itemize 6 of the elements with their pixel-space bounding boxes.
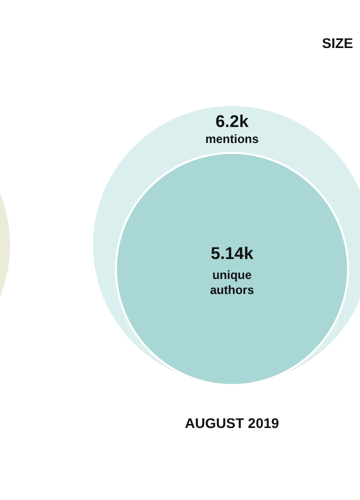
category-label: AUGUST 2019 <box>184 415 280 431</box>
data-label: 5.14k <box>210 244 254 263</box>
series-label: unique authors <box>210 268 254 297</box>
series-label: mentions <box>205 132 259 146</box>
data-label: 6.2k <box>215 112 250 131</box>
text: SIZE <box>322 35 354 51</box>
